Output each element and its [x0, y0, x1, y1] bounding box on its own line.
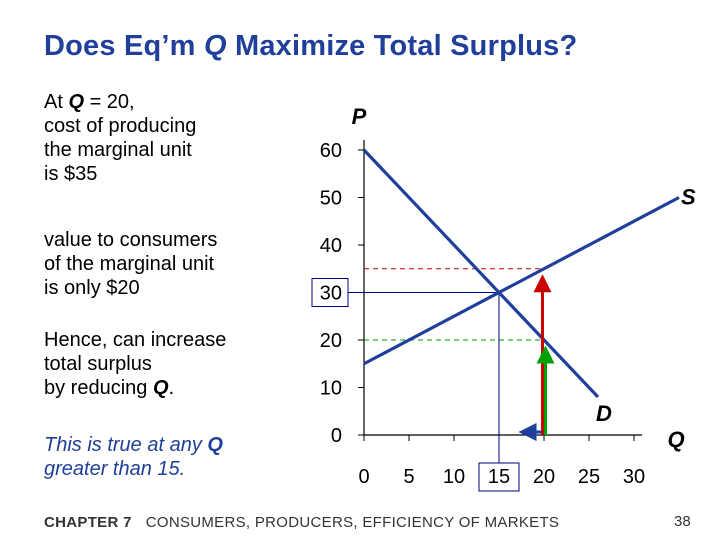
title-q: Q	[203, 30, 227, 62]
y-tick-label: 0	[331, 425, 342, 447]
demand-label: D	[596, 401, 612, 426]
x-tick-label: 0	[358, 466, 369, 488]
surplus-chart: 0 10 20 30 40 50 60 0 5 10 15 20 25 30 P Q S D	[311, 104, 696, 492]
x-tick-label: 10	[443, 466, 465, 488]
curve-s	[363, 196, 680, 366]
paragraph-hence: Hence, can increase total surplus by red…	[44, 329, 227, 399]
footer-title: CONSUMERS, PRODUCERS, EFFICIENCY OF MARK…	[145, 514, 560, 531]
x-tick-label: 20	[533, 466, 555, 488]
y-tick-label: 60	[320, 140, 342, 162]
x-axis-label: Q	[667, 427, 684, 452]
paragraph-value: value to consumers of the marginal unit …	[44, 229, 218, 299]
y-tick-label: 20	[320, 330, 342, 352]
footer-chapter: CHAPTER 7	[44, 514, 132, 531]
paragraph-cost: At Q = 20, cost of producing the margina…	[44, 91, 197, 185]
slide-title: Does Eq’m Q Maximize Total Surplus?	[44, 30, 578, 62]
y-tick-label: 40	[320, 235, 342, 257]
y-tick-label: 50	[320, 188, 342, 210]
footer: CHAPTER 7 CONSUMERS, PRODUCERS, EFFICIENC…	[44, 514, 559, 531]
y-axis-label: P	[352, 104, 367, 129]
paragraph-conclusion: This is true at any Q greater than 15.	[44, 434, 223, 480]
x-tick-label: 15	[488, 466, 510, 488]
x-tick-label: 25	[578, 466, 600, 488]
y-tick-label: 10	[320, 378, 342, 400]
x-tick-label: 30	[623, 466, 645, 488]
y-tick-label: 30	[320, 283, 342, 305]
supply-label: S	[681, 185, 696, 210]
x-tick-label: 5	[403, 466, 414, 488]
page-number: 38	[674, 513, 691, 530]
curve-d	[362, 148, 600, 399]
